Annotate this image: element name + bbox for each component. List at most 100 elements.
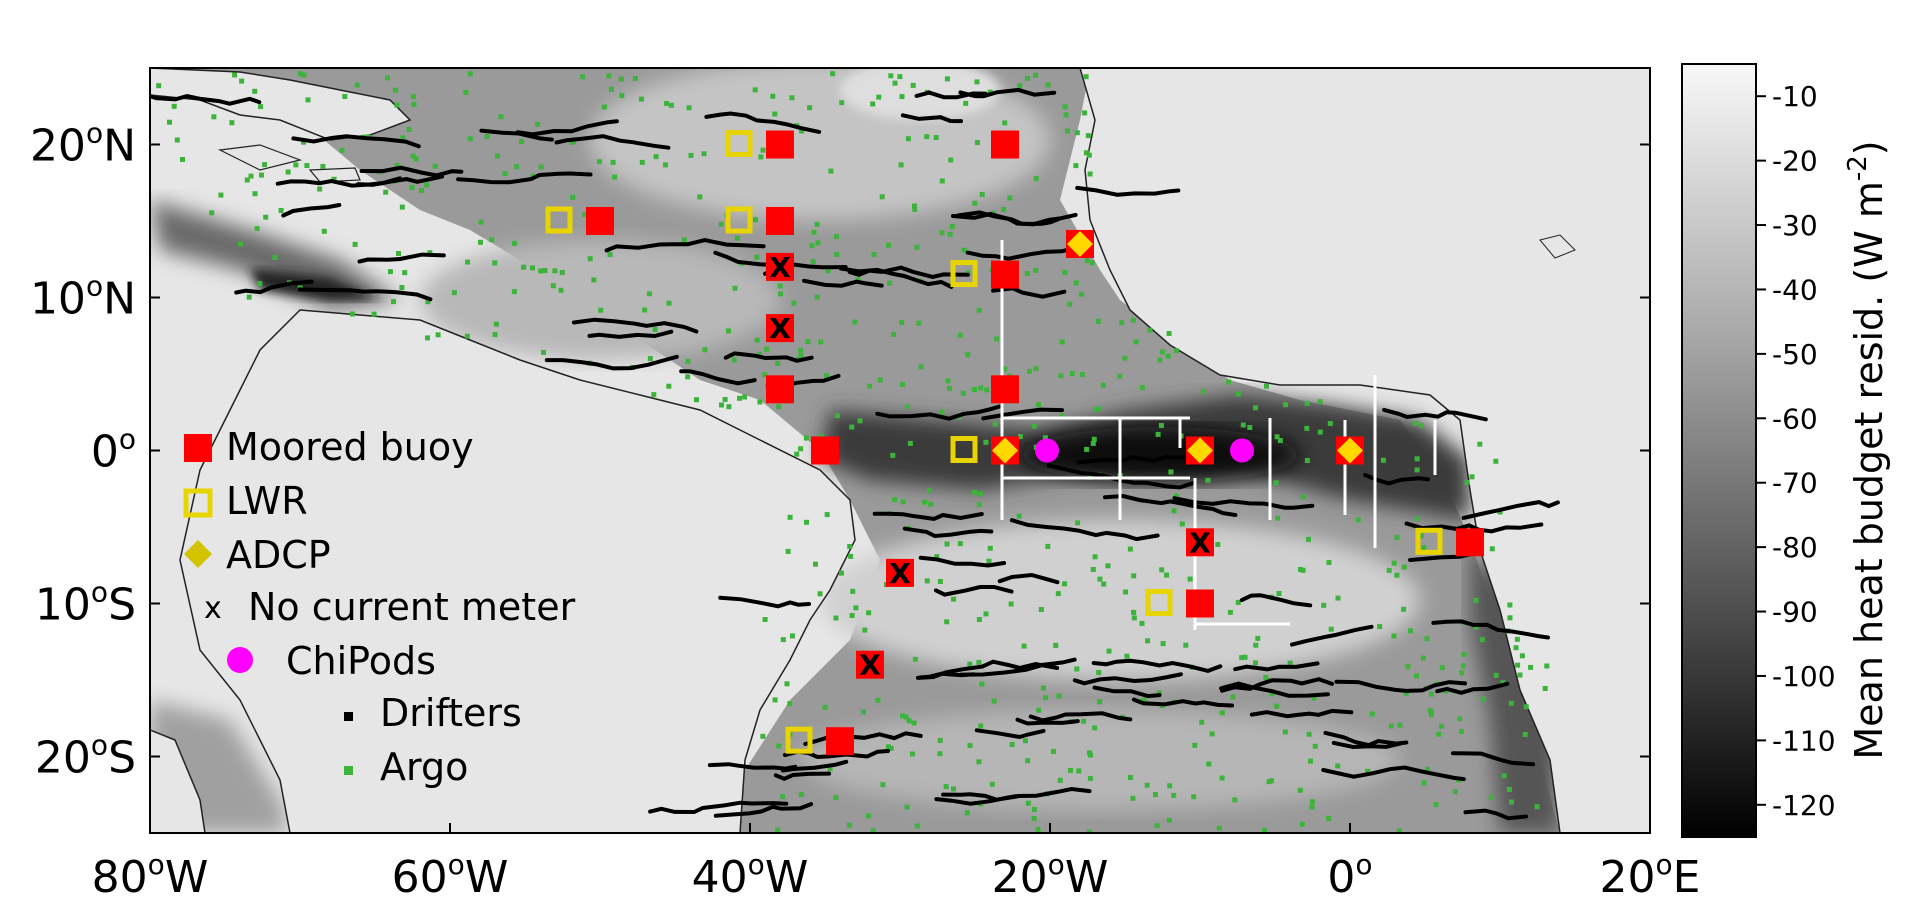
argo-point — [1321, 602, 1327, 608]
south-gyre-light — [820, 520, 1420, 680]
argo-point — [1090, 567, 1096, 572]
argo-point — [726, 328, 731, 334]
argo-point — [754, 254, 760, 260]
argo-point — [834, 252, 840, 257]
argo-point — [1023, 738, 1028, 744]
x-tick-degree: o — [1656, 848, 1673, 881]
x-tick-hemisphere: W — [165, 852, 209, 903]
argo-point — [867, 383, 873, 389]
x-tick-degree: o — [1048, 848, 1065, 881]
argo-point — [254, 226, 260, 232]
argo-point — [974, 140, 980, 145]
drifter-track — [357, 252, 446, 264]
y-tick-label: 0o — [91, 423, 136, 478]
argo-point — [1477, 441, 1483, 447]
argo-point — [833, 795, 839, 801]
argo-point — [846, 822, 852, 828]
argo-point — [1473, 598, 1479, 603]
lwr-marker — [1415, 527, 1443, 555]
drifter-track — [1321, 765, 1466, 782]
argo-point — [1420, 655, 1426, 661]
argo-point — [606, 73, 612, 79]
argo-point — [1079, 291, 1085, 297]
argo-point — [350, 311, 355, 317]
argo-point — [541, 349, 546, 355]
argo-point — [1156, 690, 1162, 696]
argo-point — [877, 377, 883, 383]
argo-point — [888, 745, 894, 751]
argo-point — [983, 439, 989, 445]
argo-point — [301, 72, 307, 78]
argo-point — [943, 784, 949, 790]
argo-point — [591, 277, 597, 283]
drifter-track — [997, 572, 1060, 585]
argo-point — [1522, 732, 1528, 737]
drifter-track — [958, 87, 1057, 99]
drifter-track — [803, 731, 923, 746]
drifter-track — [150, 93, 262, 106]
argo-point — [1216, 825, 1222, 831]
argo-point — [1096, 670, 1102, 675]
argo-point — [1144, 782, 1150, 788]
argo-point — [722, 397, 728, 402]
argo-point — [857, 418, 863, 424]
argo-point — [317, 186, 323, 192]
drifter-track — [900, 113, 963, 124]
argo-point — [1452, 789, 1458, 795]
argo-point — [1264, 383, 1269, 389]
y-tick-degree: o — [91, 729, 108, 762]
argo-point — [772, 111, 778, 117]
argo-point — [853, 605, 859, 611]
argo-point — [898, 162, 904, 168]
argo-point — [818, 433, 824, 439]
argo-point — [1074, 666, 1080, 672]
y-tick-degree: o — [86, 270, 103, 303]
argo-point — [770, 93, 776, 99]
argo-point — [1268, 778, 1274, 784]
argo-point — [352, 241, 358, 247]
argo-point — [1247, 425, 1253, 430]
argo-point — [1095, 318, 1101, 324]
x-tick-value: 20 — [1600, 852, 1656, 903]
argo-point — [1083, 74, 1089, 80]
argo-point — [866, 610, 872, 616]
argo-point — [731, 357, 737, 363]
argo-point — [1424, 636, 1430, 642]
argo-point — [1139, 620, 1145, 626]
argo-point — [799, 128, 805, 134]
argo-point — [1253, 660, 1258, 666]
colorbar-tick-label: -40 — [1772, 273, 1818, 306]
argo-point — [663, 162, 668, 168]
x-tick-label: 0o — [1327, 848, 1372, 903]
argo-point — [972, 200, 978, 206]
argo-point — [1493, 458, 1499, 464]
argo-point — [871, 252, 877, 258]
argo-point — [1031, 807, 1037, 812]
argo-point — [918, 364, 924, 370]
drifter-track — [1331, 740, 1403, 750]
argo-point — [1297, 787, 1303, 793]
argo-point — [1127, 775, 1133, 780]
land — [150, 68, 1650, 833]
argo-point — [1418, 422, 1424, 428]
argo-point — [1057, 777, 1063, 783]
argo-point — [1083, 150, 1089, 156]
argo-point — [1262, 828, 1267, 833]
argo-point — [815, 240, 821, 246]
argo-point — [411, 101, 417, 107]
drifter-track — [356, 174, 444, 187]
argo-point — [789, 633, 795, 639]
y-tick-label: 10oS — [35, 576, 136, 631]
argo-point — [900, 713, 906, 719]
argo-point — [383, 189, 389, 195]
argo-point — [875, 697, 881, 703]
argo-point — [948, 157, 954, 163]
drifter-track — [1239, 593, 1313, 608]
argo-point — [978, 385, 984, 391]
moored-buoy-marker — [886, 558, 914, 587]
x-tick-degree: o — [148, 848, 165, 881]
argo-point — [1300, 567, 1306, 573]
argo-point — [1304, 400, 1310, 406]
argo-point — [1306, 536, 1311, 542]
argo-point — [760, 147, 766, 153]
